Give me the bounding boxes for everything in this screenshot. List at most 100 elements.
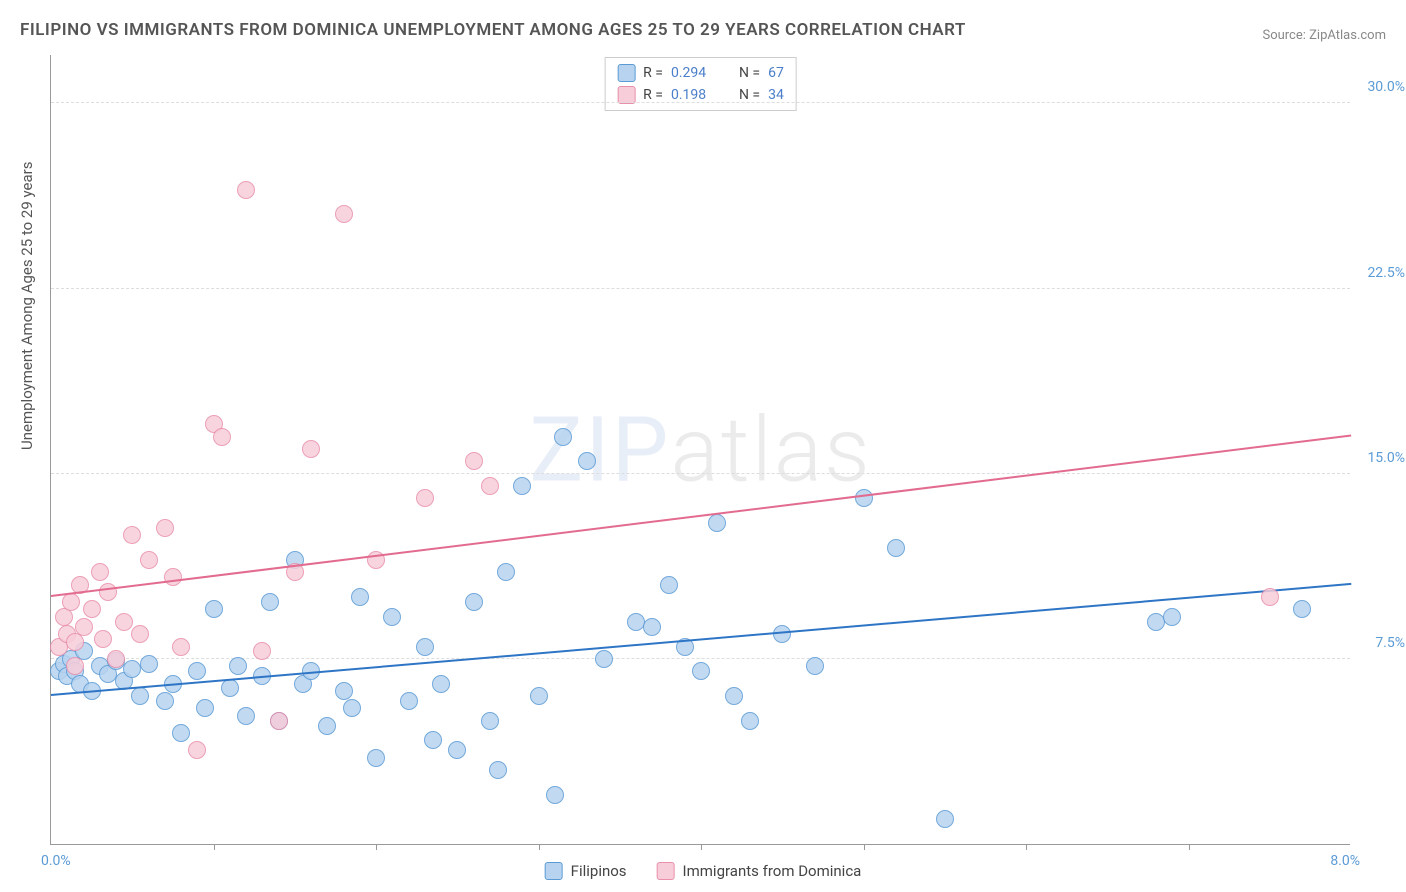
legend-item: Immigrants from Dominica [657, 862, 862, 880]
scatter-point [936, 810, 954, 828]
scatter-point [318, 717, 336, 735]
scatter-point [773, 625, 791, 643]
chart-title: FILIPINO VS IMMIGRANTS FROM DOMINICA UNE… [20, 20, 966, 40]
scatter-point [99, 583, 117, 601]
scatter-point [261, 593, 279, 611]
x-tick [864, 844, 865, 850]
scatter-point [172, 724, 190, 742]
stats-row: R =0.294N =67 [617, 62, 784, 84]
scatter-point [432, 675, 450, 693]
scatter-point [75, 618, 93, 636]
gridline-h [51, 658, 1350, 659]
scatter-point [1293, 600, 1311, 618]
scatter-point [229, 657, 247, 675]
scatter-point [351, 588, 369, 606]
scatter-point [660, 576, 678, 594]
scatter-point [643, 618, 661, 636]
gridline-h [51, 102, 1350, 103]
scatter-point [497, 563, 515, 581]
scatter-point [62, 593, 80, 611]
legend: Filipinos Immigrants from Dominica [545, 862, 862, 880]
scatter-point [83, 600, 101, 618]
scatter-point [335, 682, 353, 700]
x-tick [1189, 844, 1190, 850]
scatter-point [416, 489, 434, 507]
scatter-point [424, 731, 442, 749]
scatter-point [188, 741, 206, 759]
scatter-point [131, 687, 149, 705]
x-min-label: 0.0% [41, 853, 71, 869]
watermark: ZIPatlas [529, 397, 871, 502]
scatter-point [416, 638, 434, 656]
scatter-point [481, 712, 499, 730]
chart-container: FILIPINO VS IMMIGRANTS FROM DOMINICA UNE… [0, 0, 1406, 892]
scatter-point [725, 687, 743, 705]
scatter-point [481, 477, 499, 495]
scatter-point [530, 687, 548, 705]
scatter-point [578, 452, 596, 470]
y-tick-label: 30.0% [1367, 79, 1405, 95]
scatter-point [213, 428, 231, 446]
trendline [51, 435, 1351, 597]
scatter-point [107, 650, 125, 668]
gridline-h [51, 473, 1350, 474]
swatch-icon [545, 862, 563, 880]
y-tick-label: 15.0% [1367, 450, 1405, 466]
scatter-point [94, 630, 112, 648]
scatter-point [1163, 608, 1181, 626]
scatter-point [546, 786, 564, 804]
scatter-point [253, 642, 271, 660]
scatter-point [855, 489, 873, 507]
scatter-point [465, 452, 483, 470]
scatter-point [367, 749, 385, 767]
x-tick [214, 844, 215, 850]
scatter-point [156, 692, 174, 710]
scatter-point [196, 699, 214, 717]
scatter-point [302, 440, 320, 458]
scatter-point [708, 514, 726, 532]
scatter-point [400, 692, 418, 710]
scatter-point [188, 662, 206, 680]
x-max-label: 8.0% [1330, 853, 1360, 869]
scatter-point [448, 741, 466, 759]
x-tick [1026, 844, 1027, 850]
gridline-h [51, 288, 1350, 289]
plot-area: ZIPatlas R =0.294N =67R =0.198N =34 0.0%… [50, 55, 1350, 845]
swatch-icon [617, 86, 635, 104]
scatter-point [887, 539, 905, 557]
scatter-point [221, 679, 239, 697]
scatter-point [115, 613, 133, 631]
scatter-point [205, 600, 223, 618]
x-tick [539, 844, 540, 850]
swatch-icon [657, 862, 675, 880]
scatter-point [91, 563, 109, 581]
scatter-point [66, 657, 84, 675]
x-tick [701, 844, 702, 850]
scatter-point [513, 477, 531, 495]
scatter-point [172, 638, 190, 656]
scatter-point [465, 593, 483, 611]
scatter-point [343, 699, 361, 717]
scatter-point [237, 707, 255, 725]
y-tick-label: 22.5% [1367, 265, 1405, 281]
scatter-point [131, 625, 149, 643]
scatter-point [595, 650, 613, 668]
y-axis-title: Unemployment Among Ages 25 to 29 years [18, 162, 36, 450]
x-tick [376, 844, 377, 850]
source-label: Source: ZipAtlas.com [1262, 28, 1386, 43]
scatter-point [692, 662, 710, 680]
legend-item: Filipinos [545, 862, 627, 880]
scatter-point [335, 205, 353, 223]
scatter-point [1261, 588, 1279, 606]
scatter-point [270, 712, 288, 730]
scatter-point [140, 551, 158, 569]
scatter-point [164, 568, 182, 586]
scatter-point [627, 613, 645, 631]
scatter-point [489, 761, 507, 779]
scatter-point [140, 655, 158, 673]
scatter-point [156, 519, 174, 537]
scatter-point [123, 526, 141, 544]
scatter-point [383, 608, 401, 626]
swatch-icon [617, 64, 635, 82]
scatter-point [741, 712, 759, 730]
